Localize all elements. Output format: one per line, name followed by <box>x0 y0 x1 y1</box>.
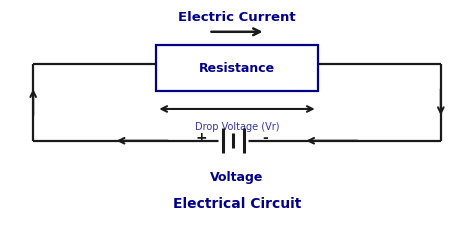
Text: -: - <box>263 131 268 145</box>
Bar <box>156 45 318 91</box>
Text: Voltage: Voltage <box>210 170 264 184</box>
Text: +: + <box>196 131 207 145</box>
Text: Drop Voltage (Vr): Drop Voltage (Vr) <box>195 122 279 132</box>
Text: Electric Current: Electric Current <box>178 11 296 24</box>
Text: Resistance: Resistance <box>199 62 275 75</box>
Text: Electrical Circuit: Electrical Circuit <box>173 197 301 211</box>
